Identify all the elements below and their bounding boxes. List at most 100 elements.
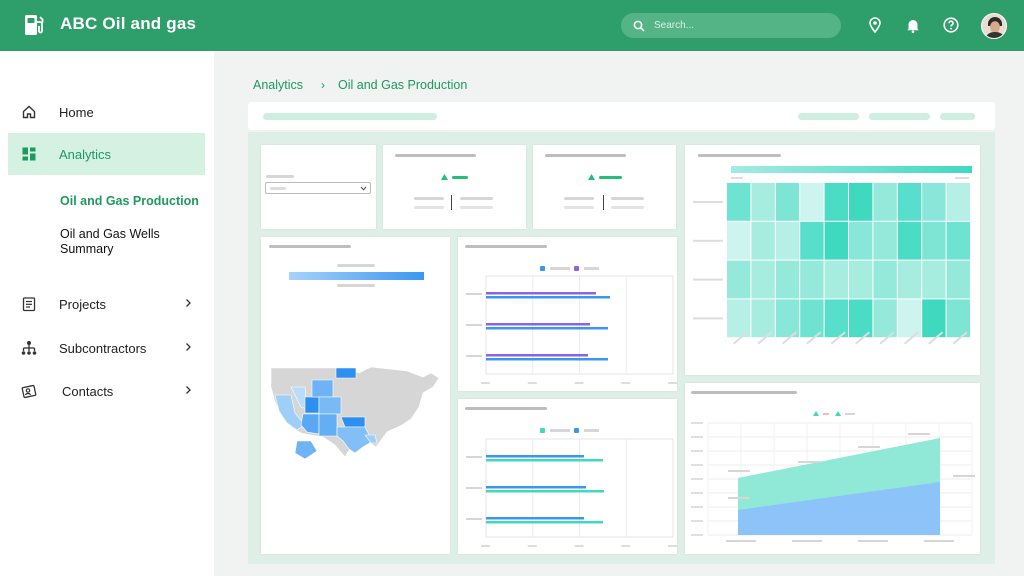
y-axis-label-placeholder xyxy=(466,293,482,295)
heatmap-cell xyxy=(727,183,751,221)
y-axis-label-placeholder xyxy=(693,278,723,281)
x-axis-label-placeholder xyxy=(858,540,888,542)
sidebar-item-projects[interactable]: Projects xyxy=(8,283,205,325)
sidebar-item-label: Subcontractors xyxy=(59,340,147,356)
us-map-chart xyxy=(269,245,440,460)
data-label-placeholder xyxy=(953,475,975,477)
x-axis-label-placeholder xyxy=(792,540,822,542)
kpi-label-placeholder xyxy=(460,206,493,209)
chart-title-placeholder xyxy=(691,391,797,394)
top-bar: ABC Oil and gas xyxy=(0,0,1024,51)
x-axis-label-placeholder xyxy=(574,382,584,384)
user-avatar-icon xyxy=(982,14,1006,38)
kpi-title-placeholder xyxy=(545,154,626,157)
x-axis-label-placeholder xyxy=(668,382,677,384)
sidebar-subitem-wells-summary[interactable]: Oil and Gas Wells Summary xyxy=(60,227,160,256)
y-axis-label-placeholder xyxy=(693,317,723,320)
chevron-right-icon xyxy=(186,299,191,307)
x-axis-label-placeholder xyxy=(903,331,919,345)
sidebar-item-label: Projects xyxy=(59,296,106,312)
filter-card xyxy=(261,145,376,229)
y-axis-label-placeholder xyxy=(466,456,482,458)
chart-title-placeholder xyxy=(465,245,547,248)
x-axis-label-placeholder xyxy=(621,545,631,547)
data-label-placeholder xyxy=(728,470,750,472)
heatmap-cell xyxy=(897,183,922,221)
header-action-placeholder[interactable] xyxy=(798,113,859,120)
y-axis-label-placeholder xyxy=(693,201,723,203)
x-axis-label-placeholder xyxy=(879,331,895,345)
state-colorado xyxy=(318,396,342,415)
filter-dropdown[interactable] xyxy=(265,182,371,194)
heatmap-cell xyxy=(849,299,873,338)
chevron-right-icon xyxy=(186,386,191,394)
heatmap-cell xyxy=(946,221,970,260)
x-axis-label-placeholder xyxy=(481,382,490,384)
sidebar-item-subcontractors[interactable]: Subcontractors xyxy=(8,327,205,369)
breadcrumb-root[interactable]: Analytics xyxy=(253,78,304,92)
state-north-dakota xyxy=(335,367,357,379)
area-chart-card xyxy=(685,383,980,554)
sidebar-item-label: Analytics xyxy=(59,146,112,162)
heatmap-cell xyxy=(775,299,800,338)
x-axis-label-placeholder xyxy=(726,540,756,542)
heatmap-cell xyxy=(751,183,775,221)
sidebar-item-analytics[interactable]: Analytics xyxy=(8,133,205,175)
heatmap-cell xyxy=(775,221,800,260)
heatmap-cell xyxy=(727,260,751,299)
y-axis-label-placeholder xyxy=(691,506,703,508)
data-label-placeholder xyxy=(728,497,750,499)
legend-swatch xyxy=(540,266,545,271)
area-series xyxy=(738,482,940,535)
search-input[interactable] xyxy=(654,20,824,31)
x-axis-label-placeholder xyxy=(527,545,537,547)
heatmap-cell xyxy=(800,183,824,221)
search-icon xyxy=(633,20,645,32)
us-states xyxy=(270,366,440,460)
location-pin-icon[interactable] xyxy=(866,16,884,34)
search-box[interactable] xyxy=(621,13,841,38)
y-axis-label-placeholder xyxy=(466,518,482,520)
map-title-placeholder xyxy=(269,245,351,248)
state-alaska xyxy=(294,440,318,460)
heatmap-x-axis-labels xyxy=(733,331,968,345)
state-new-mexico xyxy=(318,413,338,437)
bar xyxy=(486,517,584,520)
header-action-placeholder[interactable] xyxy=(940,113,975,120)
heatmap-cell xyxy=(824,221,848,260)
x-axis-label-placeholder xyxy=(855,331,871,345)
heatmap-cell xyxy=(922,183,946,221)
heatmap-chart xyxy=(693,154,972,345)
x-axis-label-placeholder xyxy=(928,331,944,345)
bar-chart-2 xyxy=(465,407,677,547)
chevron-right-icon xyxy=(186,343,191,351)
header-title-placeholder xyxy=(263,113,437,120)
legend-swatch xyxy=(574,428,579,433)
heatmap-cell xyxy=(800,299,824,338)
bar-chart-plot xyxy=(466,275,677,384)
heatmap-cell xyxy=(775,183,800,221)
y-axis-label-placeholder xyxy=(466,487,482,489)
bell-icon[interactable] xyxy=(904,16,922,34)
state-california xyxy=(274,394,306,431)
heatmap-grid xyxy=(727,183,970,338)
x-axis-label-placeholder xyxy=(781,331,797,345)
data-label-placeholder xyxy=(858,446,880,448)
bar-chart-1 xyxy=(465,245,677,384)
heatmap-cell xyxy=(897,299,922,338)
x-axis-label-placeholder xyxy=(621,382,631,384)
legend-label-placeholder xyxy=(845,413,855,415)
bar xyxy=(486,521,603,524)
avatar[interactable] xyxy=(981,13,1007,39)
bar xyxy=(486,327,608,330)
x-axis-label-placeholder xyxy=(481,545,490,547)
sidebar-subitem-oil-gas-production[interactable]: Oil and Gas Production xyxy=(60,194,199,208)
heatmap-cell xyxy=(751,260,775,299)
header-action-placeholder[interactable] xyxy=(869,113,930,120)
heatmap-cell xyxy=(727,299,751,338)
heatmap-cell xyxy=(873,221,897,260)
help-icon[interactable] xyxy=(942,16,960,34)
sidebar-item-contacts[interactable]: Contacts xyxy=(8,370,205,412)
bar-chart-card xyxy=(458,237,677,391)
sidebar-item-home[interactable]: Home xyxy=(8,91,205,133)
